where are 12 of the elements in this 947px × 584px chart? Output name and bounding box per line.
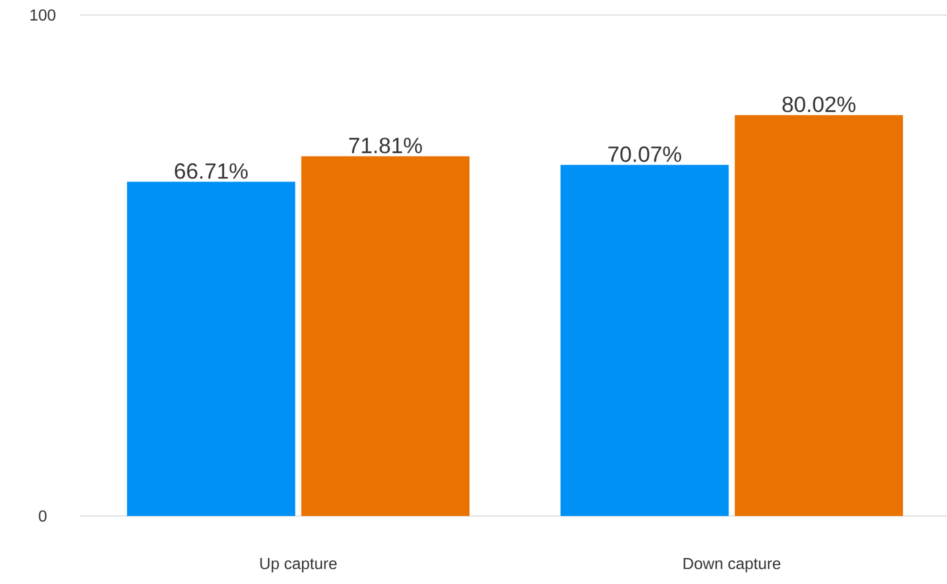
data-label: 80.02% [782, 96, 856, 112]
data-label: 70.07% [608, 146, 682, 162]
y-tick-label: 100 [30, 9, 56, 21]
bar [127, 182, 296, 516]
x-tick-label: Down capture [684, 558, 780, 572]
bar [560, 164, 729, 516]
y-tick-label: 0 [38, 510, 47, 522]
x-tick-label: Up capture [260, 558, 337, 572]
bar [301, 156, 470, 516]
data-label: 71.81% [349, 138, 422, 154]
bar [734, 115, 903, 516]
data-label: 66.71% [174, 163, 248, 179]
